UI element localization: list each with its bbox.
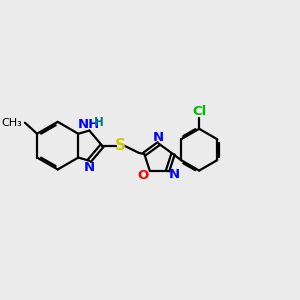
Text: NH: NH [78, 118, 100, 131]
Text: S: S [115, 138, 126, 153]
Text: Cl: Cl [192, 106, 206, 118]
Text: O: O [138, 169, 149, 182]
Text: CH₃: CH₃ [2, 118, 22, 128]
Text: N: N [153, 131, 164, 144]
Text: N: N [168, 168, 179, 181]
Text: N: N [84, 160, 95, 174]
Text: H: H [94, 116, 103, 129]
